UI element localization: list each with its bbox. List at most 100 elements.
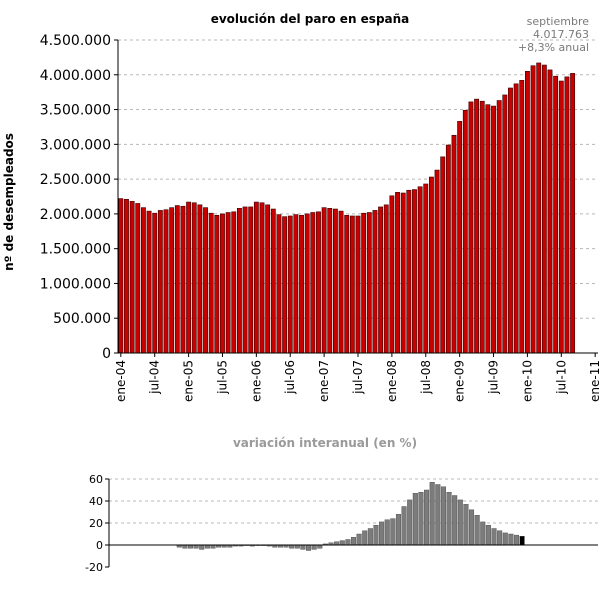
unemployment-bar — [327, 208, 333, 354]
unemployment-bar — [570, 73, 576, 354]
unemployment-bar — [372, 210, 378, 354]
unemployment-bar — [530, 65, 536, 354]
y-tick-label: 2.500.000 — [40, 172, 111, 188]
unemployment-bar — [541, 64, 547, 354]
unemployment-bar — [491, 105, 496, 354]
unemployment-bar — [479, 100, 485, 354]
annotation-line: 4.017.763 — [533, 28, 589, 41]
x-tick-label: jul-10 — [554, 360, 568, 395]
unemployment-bar — [169, 207, 175, 354]
unemployment-bar — [496, 100, 502, 354]
variation-bar — [384, 519, 390, 546]
chart-title: evolución del paro en españa — [211, 12, 410, 26]
unemployment-bar — [451, 134, 457, 354]
unemployment-bar — [304, 213, 310, 354]
x-tick-label: ene-08 — [385, 360, 399, 402]
variation-bar — [373, 525, 379, 546]
unemployment-bar — [124, 198, 129, 354]
variation-bar — [452, 495, 458, 546]
unemployment-bar — [400, 192, 406, 354]
y-tick-label: 1.000.000 — [40, 276, 111, 292]
unemployment-bar — [129, 201, 135, 354]
x-tick-label: ene-06 — [249, 360, 263, 402]
unemployment-bar — [214, 214, 220, 354]
x-tick-label: jul-08 — [419, 360, 433, 395]
variation-bar — [356, 533, 362, 546]
annotation-line: septiembre — [527, 15, 590, 28]
variation-bar — [513, 534, 520, 546]
variation-bar — [485, 525, 491, 546]
variation-bar — [350, 537, 357, 546]
variation-bar — [379, 521, 385, 546]
unemployment-bar — [287, 215, 293, 354]
unemployment-bar — [428, 176, 434, 354]
y-tick-label: 0 — [102, 346, 111, 362]
unemployment-bar — [220, 213, 225, 354]
unemployment-bar — [406, 189, 412, 354]
x-tick-label: ene-07 — [317, 360, 331, 402]
unemployment-bar — [474, 98, 480, 354]
unemployment-bar — [186, 201, 192, 354]
variation-bar — [300, 544, 306, 550]
variation-bar — [345, 539, 351, 546]
unemployment-bar — [236, 208, 242, 354]
unemployment-bar — [423, 183, 429, 354]
variation-bar — [491, 528, 497, 546]
y-tick-label: 3.500.000 — [40, 103, 111, 119]
x-tick-label: jul-04 — [148, 360, 162, 395]
variation-bar — [311, 544, 317, 550]
variation-bar — [429, 482, 435, 546]
unemployment-bar — [157, 210, 163, 354]
unemployment-bar — [203, 207, 208, 354]
unemployment-bar — [558, 80, 564, 354]
x-tick-label: ene-11 — [588, 360, 599, 402]
variation-y-tick-label: 0 — [96, 539, 103, 552]
variation-bar — [497, 530, 503, 546]
unemployment-bar — [338, 210, 344, 354]
y-tick-label: 500.000 — [53, 311, 111, 327]
unemployment-bar — [208, 212, 214, 354]
unemployment-bar — [524, 71, 530, 354]
unemployment-bar — [163, 209, 169, 354]
unemployment-bar — [536, 62, 542, 354]
unemployment-bar — [265, 204, 271, 354]
unemployment-bar — [434, 169, 440, 354]
unemployment-bar — [553, 75, 559, 354]
unemployment-bar — [395, 192, 400, 354]
unemployment-bar — [248, 206, 254, 354]
unemployment-bar — [321, 207, 327, 354]
x-tick-label: jul-07 — [351, 360, 365, 395]
y-tick-label: 4.000.000 — [40, 68, 111, 84]
variation-bar — [306, 544, 312, 551]
unemployment-bar — [146, 210, 152, 354]
variation-bar — [446, 492, 452, 546]
unemployment-bar — [468, 101, 474, 354]
variation-bar — [435, 484, 441, 546]
unemployment-bar — [378, 206, 384, 354]
unemployment-bar — [118, 198, 124, 354]
unemployment-bar — [310, 212, 316, 354]
unemployment-bar — [316, 211, 321, 354]
variation-title: variación interanual (en %) — [233, 436, 417, 450]
unemployment-bar — [445, 144, 451, 354]
variation-y-tick-label: 40 — [89, 495, 103, 508]
y-tick-label: 4.500.000 — [40, 33, 111, 49]
variation-bar — [502, 532, 508, 546]
unemployment-bar — [412, 189, 417, 354]
x-tick-label: ene-05 — [182, 360, 196, 402]
variation-y-tick-label: 60 — [89, 473, 103, 486]
variation-bar — [457, 499, 463, 546]
variation-bar — [401, 506, 407, 546]
unemployment-bar — [519, 80, 525, 354]
unemployment-bar — [344, 214, 350, 354]
unemployment-bar — [270, 208, 276, 354]
unemployment-bar — [440, 156, 446, 354]
unemployment-bar — [293, 214, 299, 354]
x-tick-label: ene-09 — [453, 360, 467, 402]
unemployment-bar — [180, 205, 186, 354]
variation-bar — [199, 544, 205, 550]
unemployment-bar — [502, 94, 508, 354]
variation-bar — [440, 486, 446, 546]
unemployment-bar — [457, 121, 463, 354]
